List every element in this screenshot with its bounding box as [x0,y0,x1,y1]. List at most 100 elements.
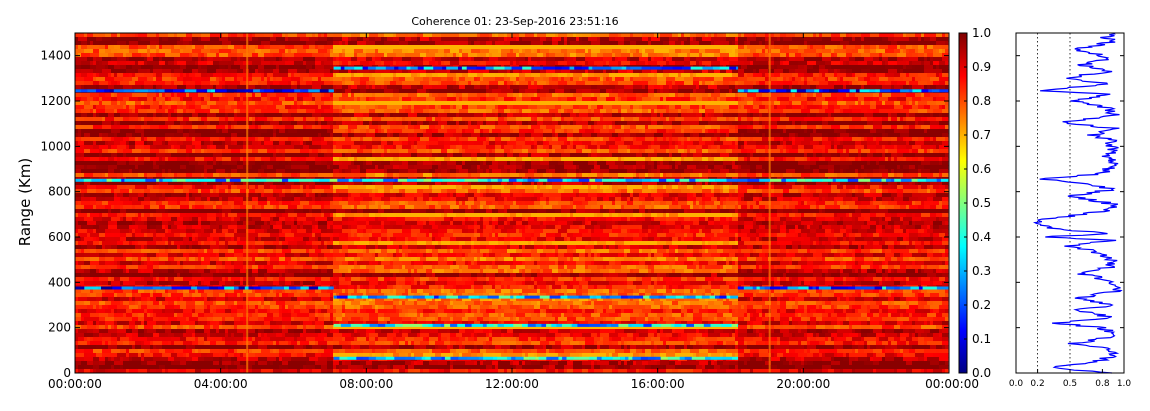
heatmap-cell [270,217,274,222]
heatmap-cell [216,229,223,234]
heatmap-cell [162,213,169,218]
heatmap-cell [537,85,544,90]
heatmap-cell [87,297,97,302]
heatmap-cell [609,37,616,42]
heatmap-cell [387,85,397,90]
heatmap-cell [219,225,223,230]
heatmap-cell [105,309,112,314]
heatmap-cell [654,93,664,98]
heatmap-cell [138,353,142,358]
heatmap-cell [348,77,352,82]
heatmap-cell [576,45,580,50]
heatmap-cell [645,85,649,90]
heatmap-cell [258,213,262,218]
heatmap-cell [570,41,580,46]
heatmap-cell [327,365,334,370]
heatmap-cell [525,89,529,94]
heatmap-cell [84,141,94,146]
heatmap-cell [255,249,259,254]
heatmap-cell [273,265,277,270]
heatmap-cell [75,161,85,166]
heatmap-cell [534,101,538,106]
heatmap-cell [135,125,142,130]
heatmap-cell [459,85,466,90]
heatmap-cell [174,189,184,194]
heatmap-cell [597,37,601,42]
heatmap-cell [141,261,145,266]
heatmap-cell [303,257,313,262]
heatmap-cell [153,265,160,270]
heatmap-cell [252,37,259,42]
heatmap-cell [513,61,517,66]
heatmap-cell [126,245,136,250]
heatmap-cell [108,305,118,310]
heatmap-cell [681,105,691,110]
heatmap-cell [495,97,499,102]
heatmap-cell [153,357,163,362]
heatmap-cell [183,37,193,42]
heatmap-cell [192,181,199,186]
heatmap-cell [180,145,187,150]
heatmap-cell [105,205,112,210]
heatmap-cell [282,297,292,302]
heatmap-cell [150,45,157,50]
heatmap-cell [231,369,241,374]
heatmap-cell [135,237,145,242]
heatmap-cell [84,333,94,338]
heatmap-cell [216,321,220,326]
heatmap-cell [438,105,442,110]
heatmap-cell [120,297,130,302]
heatmap-cell [237,237,241,242]
heatmap-cell [261,333,265,338]
heatmap-cell [276,301,286,306]
heatmap-cell [105,361,115,366]
heatmap-cell [102,341,106,346]
heatmap-cell [153,81,163,86]
heatmap-cell [177,117,184,122]
heatmap-cell [138,69,148,74]
heatmap-cell [126,105,130,110]
heatmap-cell [102,125,112,130]
heatmap-cell [273,313,280,318]
heatmap-cell [108,265,118,270]
heatmap-cell [321,249,331,254]
heatmap-cell [171,341,175,346]
heatmap-cell [219,253,226,258]
heatmap-cell [243,181,247,186]
heatmap-cell [99,45,106,50]
heatmap-cell [315,341,319,346]
heatmap-cell [354,81,361,86]
heatmap-cell [342,41,346,46]
heatmap-cell [228,213,238,218]
heatmap-cell [129,305,139,310]
heatmap-cell [252,349,262,354]
heatmap-cell [156,173,163,178]
heatmap-cell [576,33,583,38]
heatmap-cell [204,181,208,186]
heatmap-cell [222,57,232,62]
heatmap-cell [315,121,319,126]
heatmap-cell [126,153,133,158]
heatmap-cell [153,185,160,190]
heatmap-cell [198,281,202,286]
heatmap-cell [720,105,730,110]
heatmap-cell [84,301,91,306]
heatmap-cell [267,333,277,338]
heatmap-cell [102,293,112,298]
heatmap-cell [231,73,238,78]
heatmap-cell [246,309,256,314]
heatmap-cell [216,161,220,166]
heatmap-cell [198,289,205,294]
heatmap-cell [201,77,211,82]
heatmap-cell [285,61,295,66]
heatmap-cell [333,45,337,50]
heatmap-cell [135,325,139,330]
heatmap-cell [198,181,202,186]
heatmap-cell [633,33,643,38]
heatmap-cell [318,333,328,338]
heatmap-cell [591,33,601,38]
heatmap-cell [435,97,442,102]
heatmap-cell [216,149,223,154]
heatmap-cell [450,49,457,54]
heatmap-cell [543,77,550,82]
